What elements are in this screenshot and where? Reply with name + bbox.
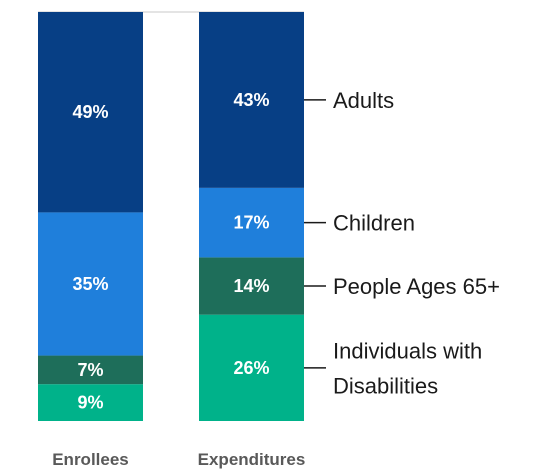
legend-label-line: Disabilities: [333, 373, 438, 398]
legend-entry-adults: Adults: [304, 88, 394, 113]
legend-label-line: Children: [333, 211, 415, 236]
data-label-enrollees-people-ages-65: 7%: [77, 360, 103, 380]
legend-entry-individuals-with-disabilities: Individuals with Disabilities: [304, 338, 482, 398]
data-label-expenditures-people-ages-65: 14%: [233, 276, 269, 296]
legend-label-line: People Ages 65+: [333, 274, 500, 299]
legend-label-line: Adults: [333, 88, 394, 113]
bar-segment-enrollees-adults: [38, 12, 143, 213]
data-label-enrollees-adults: 49%: [72, 102, 108, 122]
legend-label-line: Individuals with: [333, 338, 482, 363]
bar-segment-enrollees-individuals-with-disabilities: [38, 384, 143, 421]
data-label-expenditures-individuals-with-disabilities: 26%: [233, 358, 269, 378]
data-label-expenditures-children: 17%: [233, 213, 269, 233]
category-label-expenditures: Expenditures: [198, 450, 306, 469]
legend: Adults Children People Ages 65+ Individuals…: [304, 88, 500, 398]
legend-entry-people-ages-65: People Ages 65+: [304, 274, 500, 299]
category-label-enrollees: Enrollees: [52, 450, 129, 469]
bar-segment-enrollees-children: [38, 212, 143, 356]
legend-entry-children: Children: [304, 211, 415, 236]
category-axis-labels: Enrollees Expenditures: [52, 450, 305, 469]
bar-area: 9% 7% 35% 49% 26% 14% 17% 43%: [38, 11, 304, 421]
bar-segment-expenditures-people-ages-65: [199, 257, 304, 315]
data-label-enrollees-children: 35%: [72, 274, 108, 294]
bar-segment-expenditures-children: [199, 187, 304, 258]
data-label-enrollees-individuals-with-disabilities: 9%: [77, 393, 103, 413]
data-label-expenditures-adults: 43%: [233, 90, 269, 110]
bar-segment-expenditures-adults: [199, 12, 304, 188]
bar-segment-enrollees-people-ages-65: [38, 355, 143, 385]
bar-segment-expenditures-individuals-with-disabilities: [199, 314, 304, 421]
